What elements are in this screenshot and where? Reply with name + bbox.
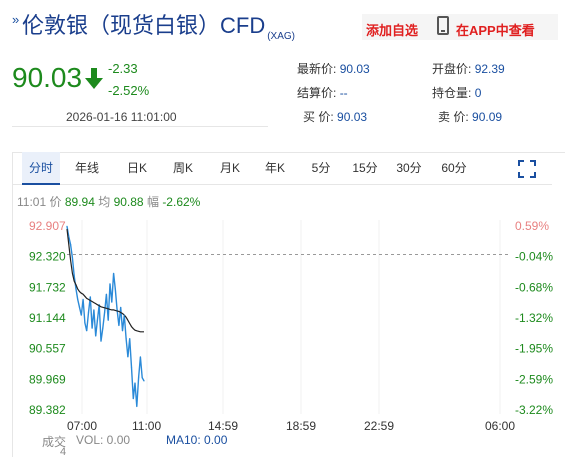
cursor-amp: -2.62% <box>162 195 201 209</box>
price-change: -2.33 <box>108 61 138 76</box>
cursor-time: 11:01 <box>17 195 47 209</box>
stat-buy-label: 买 价: <box>303 110 334 124</box>
tab-yearly-k[interactable]: 年K <box>264 161 285 175</box>
stat-latest-label: 最新价: <box>297 62 337 76</box>
open-in-app-button[interactable]: 在APP中查看 <box>456 23 535 38</box>
cursor-price-label: 价 <box>49 195 62 209</box>
title-row: » 伦敦银（现货白银）CFD (XAG) 添加自选 在APP中查看 <box>0 0 565 52</box>
tab-15min[interactable]: 15分 <box>352 161 378 175</box>
action-box <box>362 14 558 40</box>
stat-buy-value: 90.03 <box>337 110 368 124</box>
stat-sell-label: 卖 价: <box>438 110 469 124</box>
cursor-avg-label: 均 <box>98 195 111 209</box>
tab-5min[interactable]: 5分 <box>311 161 331 175</box>
stat-hold: 持仓量: 0 <box>432 84 481 101</box>
tab-yearline[interactable]: 年线 <box>74 161 99 175</box>
volume-ma10: MA10: 0.00 <box>166 433 228 447</box>
stat-open-label: 开盘价: <box>432 62 472 76</box>
stat-sell-value: 90.09 <box>472 110 503 124</box>
tab-60min[interactable]: 60分 <box>441 161 467 175</box>
stat-open: 开盘价: 92.39 <box>432 60 505 77</box>
cursor-amp-label: 幅 <box>146 195 159 209</box>
period-tabs: 分时 年线 日K 周K 月K 年K 5分 15分 30分 60分 <box>12 152 552 185</box>
fullscreen-icon[interactable] <box>518 160 536 178</box>
phone-icon <box>437 16 449 35</box>
stat-latest-value: 90.03 <box>339 62 370 76</box>
tab-daily-k[interactable]: 日K <box>126 161 147 175</box>
chart-panel <box>12 152 565 457</box>
tab-timeshare[interactable]: 分时 <box>22 152 60 185</box>
add-favorite-button[interactable]: 添加自选 <box>366 23 419 38</box>
title-mark-icon: » <box>12 12 20 27</box>
volume-value: VOL: 0.00 <box>76 433 131 447</box>
arrow-down-icon <box>85 68 103 89</box>
stat-buy: 买 价: 90.03 <box>303 108 367 125</box>
cursor-quote-line: 11:01 价 89.94 均 90.88 幅 -2.62% <box>17 193 200 210</box>
volume-subvalue: 4 <box>60 446 67 457</box>
quote-timestamp: 2026-01-16 11:01:00 <box>66 110 177 124</box>
cursor-price: 89.94 <box>64 195 95 209</box>
stat-settle: 结算价: -- <box>297 84 348 101</box>
instrument-title: 伦敦银（现货白银）CFD (XAG) <box>22 8 295 42</box>
current-price: 90.03 <box>12 62 83 93</box>
stat-hold-value: 0 <box>474 86 482 100</box>
tab-30min[interactable]: 30分 <box>396 161 422 175</box>
stat-open-value: 92.39 <box>474 62 505 76</box>
stat-latest: 最新价: 90.03 <box>297 60 370 77</box>
price-change-percent: -2.52% <box>108 83 150 98</box>
volume-label: 成交 <box>42 435 67 449</box>
stat-settle-value: -- <box>339 86 348 100</box>
cursor-avg: 90.88 <box>113 195 144 209</box>
tab-monthly-k[interactable]: 月K <box>219 161 240 175</box>
stat-sell: 卖 价: 90.09 <box>438 108 502 125</box>
instrument-name: 伦敦银（现货白银）CFD <box>22 13 266 38</box>
divider <box>12 126 268 127</box>
tab-weekly-k[interactable]: 周K <box>172 161 193 175</box>
instrument-code: (XAG) <box>267 31 295 42</box>
stat-hold-label: 持仓量: <box>432 86 472 100</box>
stat-settle-label: 结算价: <box>297 86 337 100</box>
